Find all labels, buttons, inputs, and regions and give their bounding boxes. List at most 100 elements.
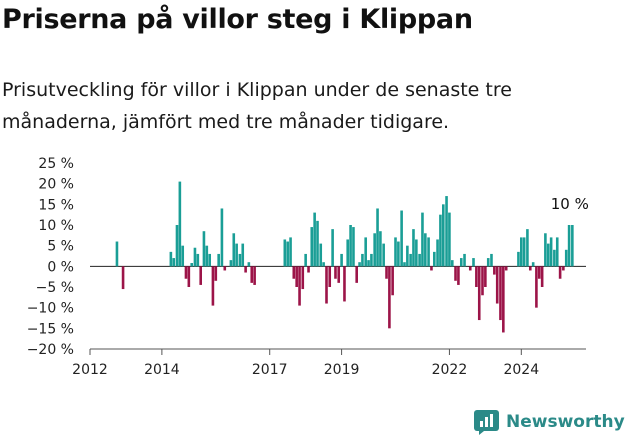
bar (486, 258, 490, 267)
bar (307, 266, 310, 273)
bar (463, 253, 466, 267)
bar (394, 237, 397, 267)
bar (421, 212, 424, 267)
x-tick-label: 2024 (503, 362, 539, 378)
bar (169, 251, 173, 267)
bar (310, 227, 314, 267)
bar (382, 243, 385, 267)
bar (205, 245, 209, 267)
bar (244, 266, 247, 273)
bar (526, 229, 529, 267)
bar (448, 212, 451, 267)
bar (295, 266, 298, 287)
bar (349, 225, 352, 267)
bar (184, 266, 188, 279)
bar (376, 208, 379, 267)
bar (388, 266, 391, 329)
bar (537, 266, 541, 279)
bar (397, 241, 400, 267)
bar (564, 249, 568, 267)
bar (528, 266, 532, 271)
y-tick-label: 20 % (38, 177, 74, 193)
bar (459, 258, 463, 267)
bar (328, 266, 332, 287)
bar (253, 266, 256, 285)
bar (343, 266, 346, 302)
x-tick-label: 2019 (324, 362, 360, 378)
y-tick-label: 15 % (38, 197, 74, 213)
bar (208, 253, 211, 267)
bar (445, 196, 448, 267)
bar (223, 266, 227, 271)
bar (178, 181, 182, 267)
bar (283, 239, 287, 267)
y-tick-label: 5 % (47, 239, 74, 255)
bar (331, 229, 334, 267)
bar (334, 266, 337, 279)
bar (286, 241, 289, 267)
bar (298, 266, 301, 306)
x-tick-label: 2017 (252, 362, 288, 378)
y-tick-label: 0 % (47, 259, 74, 275)
bar (454, 266, 457, 281)
bar (406, 245, 409, 267)
bar (468, 266, 472, 271)
bar (337, 266, 341, 283)
bar (211, 266, 215, 306)
bar (379, 231, 382, 267)
bar-series (115, 181, 574, 333)
bar (546, 243, 550, 267)
bar (313, 212, 316, 267)
bar (238, 253, 242, 267)
bar (490, 253, 493, 267)
y-tick-label: −20 % (27, 342, 74, 358)
y-tick-label: 10 % (38, 218, 74, 234)
bar (427, 237, 430, 267)
bar (301, 266, 305, 290)
bar (481, 266, 484, 296)
bar (484, 266, 487, 287)
bar (424, 233, 427, 267)
x-tick-label: 2022 (432, 362, 468, 378)
bar (232, 233, 236, 267)
chart-subtitle: Prisutveckling för villor i Klippan unde… (2, 79, 512, 133)
bar (370, 253, 373, 267)
bar (373, 233, 376, 267)
bar (361, 253, 364, 267)
bar (220, 208, 224, 267)
bar (418, 253, 421, 267)
bar (517, 251, 520, 267)
y-tick-label: −5 % (36, 280, 74, 296)
bar (571, 225, 574, 267)
newsworthy-logo-icon (474, 409, 499, 435)
bar (322, 262, 325, 267)
bar (520, 237, 523, 267)
bar (367, 260, 370, 267)
bar (544, 233, 547, 267)
bar (364, 237, 367, 267)
bar (433, 251, 436, 267)
bar (412, 229, 415, 267)
brand-name: Newsworthy (506, 412, 625, 432)
bar (472, 258, 475, 267)
bar (319, 243, 323, 267)
bar (196, 253, 200, 267)
bar (241, 243, 245, 267)
bar (430, 266, 433, 271)
x-tick-label: 2014 (144, 362, 180, 378)
y-tick-label: −15 % (27, 321, 74, 337)
bar (247, 262, 251, 267)
bar (190, 263, 194, 267)
bar (531, 262, 535, 267)
bar (400, 210, 403, 267)
bar (250, 266, 254, 283)
bar (504, 266, 508, 271)
bar (316, 220, 319, 267)
bar (175, 225, 179, 267)
bar (385, 266, 388, 279)
bar (121, 266, 125, 290)
bar (352, 227, 355, 267)
bar (289, 237, 292, 267)
bar (535, 266, 538, 308)
